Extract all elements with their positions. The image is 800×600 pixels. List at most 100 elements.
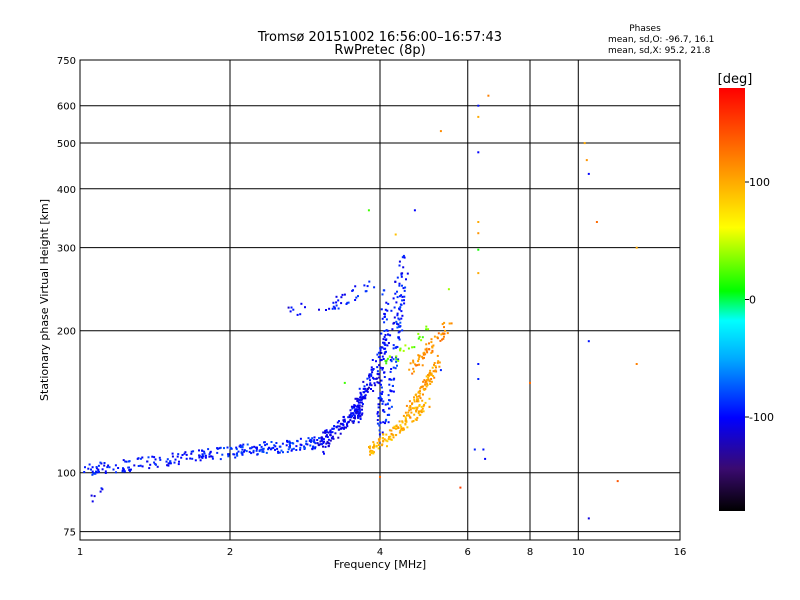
data-point [166,458,169,461]
data-point [139,464,142,467]
data-point [386,309,389,312]
data-point [410,411,413,414]
data-point [325,442,328,445]
data-point [356,400,359,402]
data-point [358,408,360,411]
data-point [425,375,428,378]
data-point [375,445,378,448]
data-point [151,455,154,458]
data-point [327,438,330,441]
data-point [372,441,375,444]
data-point [379,359,382,362]
data-point [194,459,197,462]
data-point [274,445,277,448]
data-point [389,334,392,337]
data-point [181,454,184,456]
data-point [354,397,357,400]
data-point [338,425,341,428]
data-point [343,381,346,384]
data-point [587,340,590,343]
data-point [234,456,237,459]
data-point [372,390,375,392]
data-point [413,413,416,416]
data-point [351,420,354,423]
data-point [342,416,345,418]
data-point [101,468,104,471]
data-point [123,470,126,473]
data-point [394,434,397,437]
data-point [349,419,352,422]
data-point [313,441,316,444]
data-point [387,394,390,397]
data-point [148,467,151,470]
data-point [427,378,430,381]
data-point [99,490,102,493]
data-point [326,431,329,434]
data-point [383,336,386,338]
data-point [299,443,302,446]
data-point [392,426,395,429]
data-point [364,387,367,390]
data-point [91,470,94,473]
data-point [282,451,284,454]
data-point [422,353,425,356]
data-point [477,378,480,380]
data-point [380,379,383,382]
data-point [417,332,420,335]
data-point [378,429,381,432]
data-point [426,383,429,385]
data-point [258,450,261,453]
data-point [322,450,325,453]
data-point [382,409,385,411]
data-point [422,380,425,383]
data-point [439,369,442,372]
data-point [368,386,370,389]
data-point [404,419,407,422]
data-point [477,221,480,223]
data-point [377,403,380,406]
data-point [364,394,367,397]
data-point [216,447,219,450]
data-point [189,457,192,460]
data-point [183,452,186,455]
data-point [436,337,439,340]
data-point [380,383,382,386]
data-point [388,413,391,416]
data-point [386,329,389,332]
data-point [342,419,345,422]
data-point [335,301,338,304]
data-point [377,381,380,384]
data-point [393,425,396,428]
data-point [404,286,407,289]
data-point [92,472,95,475]
data-point [313,436,316,439]
data-point [218,447,221,450]
data-point [409,408,412,411]
data-point [382,358,385,360]
data-point [156,465,159,468]
data-point [314,442,317,445]
data-point [415,395,418,398]
data-point [376,353,379,356]
data-point [394,280,397,283]
data-point [385,301,388,304]
data-point [380,386,383,389]
data-point [305,442,308,445]
data-point [376,412,379,415]
data-point [411,372,414,375]
data-point [299,313,302,316]
data-point [422,410,425,413]
data-point [433,363,435,366]
data-point [587,517,590,520]
data-point [357,406,360,409]
data-point [328,307,331,310]
data-point [384,420,387,423]
y-tick-label: 600 [57,102,76,113]
data-point [347,421,350,424]
data-point [263,441,266,444]
data-point [376,370,379,373]
data-point [403,428,405,431]
x-tick-label: 8 [527,547,533,558]
data-point [316,439,319,441]
data-point [292,447,295,450]
